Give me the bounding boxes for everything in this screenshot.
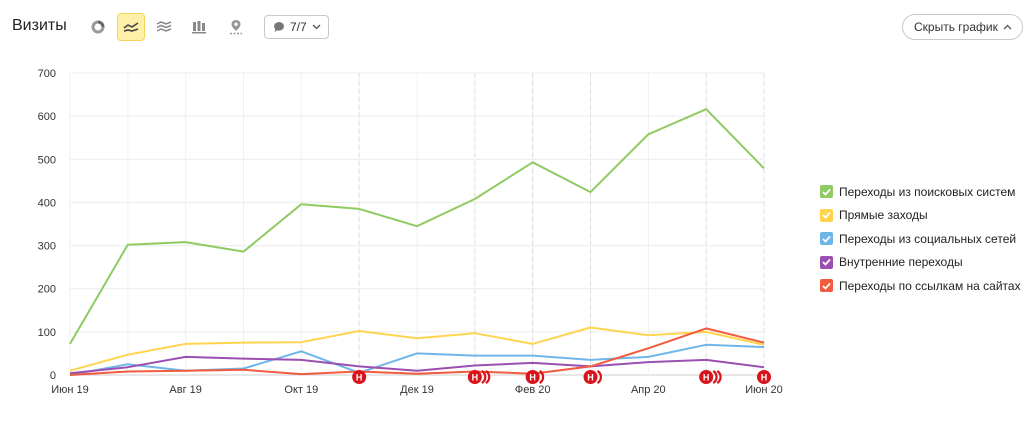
y-tick-label: 600 — [38, 111, 56, 123]
check-icon — [822, 212, 831, 220]
annotation-stack-mark — [485, 370, 491, 384]
annotation-icon[interactable] — [583, 370, 598, 384]
annotation-stack-mark — [712, 370, 718, 384]
y-tick-label: 0 — [50, 370, 56, 382]
visits-line-chart: 0 100 200 300 400 500 600 700 Июн 19 Авг 19 Окт 19… — [38, 68, 783, 396]
legend-checkbox[interactable] — [820, 208, 833, 222]
metrics-selector[interactable]: 7/7 — [264, 15, 329, 39]
annotation-label: Н — [472, 373, 479, 383]
y-tick-label: 100 — [38, 327, 56, 339]
annotation-stack-mark — [538, 370, 545, 384]
y-tick-label: 200 — [38, 284, 56, 296]
legend-label: Переходы из социальных сетей — [839, 231, 1017, 246]
check-icon — [822, 282, 831, 290]
legend-label: Переходы по ссылкам на сайтах — [839, 278, 1021, 293]
hide-chart-label: Скрыть график — [914, 20, 998, 34]
series-line-5[interactable] — [69, 327, 765, 376]
annotation-label: Н — [356, 373, 363, 383]
x-tick-label: Апр 20 — [631, 384, 666, 396]
legend-label: Внутренние переходы — [839, 255, 963, 270]
annotation-label: Н — [703, 373, 710, 383]
check-icon — [822, 259, 831, 267]
comment-icon — [274, 22, 284, 32]
map-icon — [230, 20, 242, 35]
legend-item[interactable]: Переходы из социальных сетей — [820, 227, 1021, 251]
annotation-icon[interactable] — [699, 370, 714, 384]
annotation-icon[interactable] — [757, 370, 771, 384]
page-title: Визиты — [12, 17, 67, 34]
series-line-2[interactable] — [69, 326, 765, 372]
bar-chart-button[interactable] — [185, 13, 213, 41]
x-tick-label: Авг 19 — [169, 384, 201, 396]
legend-checkbox[interactable] — [820, 232, 833, 246]
annotation-icon[interactable] — [525, 370, 540, 384]
chart-toolbar: Визиты — [0, 0, 1024, 56]
y-tick-label: 300 — [38, 241, 56, 253]
annotation-stack-mark — [481, 370, 487, 384]
legend-checkbox[interactable] — [820, 279, 833, 293]
metrics-counter: 7/7 — [290, 20, 307, 34]
check-icon — [822, 188, 831, 196]
chevron-up-icon — [1003, 24, 1012, 30]
pie-chart-button[interactable] — [84, 13, 112, 41]
x-tick-label: Июн 19 — [51, 384, 89, 396]
x-tick-label: Фев 20 — [515, 384, 551, 396]
annotation-stack-mark — [716, 370, 722, 384]
map-button[interactable] — [222, 13, 250, 41]
line-chart-button[interactable] — [117, 13, 145, 41]
series-line-4[interactable] — [69, 355, 765, 375]
annotation-icon[interactable] — [467, 370, 482, 384]
area-chart-button[interactable] — [150, 13, 178, 41]
annotation-icon[interactable] — [352, 370, 367, 384]
x-tick-label: Дек 19 — [400, 384, 434, 396]
legend-label: Переходы из поисковых систем — [839, 184, 1016, 199]
y-tick-label: 500 — [38, 154, 56, 166]
y-tick-label: 700 — [38, 68, 56, 80]
legend-checkbox[interactable] — [820, 255, 833, 269]
legend-item[interactable]: Переходы по ссылкам на сайтах — [820, 274, 1021, 298]
legend-label: Прямые заходы — [839, 208, 928, 223]
x-tick-label: Окт 19 — [284, 384, 318, 396]
annotation-label: Н — [587, 373, 594, 383]
legend-item[interactable]: Внутренние переходы — [820, 251, 1021, 275]
y-tick-label: 400 — [38, 197, 56, 209]
bar-chart-icon — [192, 21, 206, 34]
legend-item[interactable]: Прямые заходы — [820, 204, 1021, 228]
legend-checkbox[interactable] — [820, 185, 833, 199]
line-chart-icon — [123, 22, 139, 32]
series-line-1[interactable] — [69, 108, 765, 345]
legend-item[interactable]: Переходы из поисковых систем — [820, 180, 1021, 204]
x-tick-label: Июн 20 — [745, 384, 783, 396]
annotation-stack-mark — [596, 370, 602, 384]
annotation-label: Н — [761, 373, 768, 383]
chevron-down-icon — [312, 24, 321, 30]
annotation-label: Н — [529, 373, 536, 383]
pie-chart-icon — [91, 20, 105, 34]
chart-legend: Переходы из поисковых систем Прямые заход… — [820, 180, 1021, 298]
check-icon — [822, 235, 831, 243]
hide-chart-button[interactable]: Скрыть график — [902, 14, 1023, 40]
area-chart-icon — [156, 21, 172, 32]
